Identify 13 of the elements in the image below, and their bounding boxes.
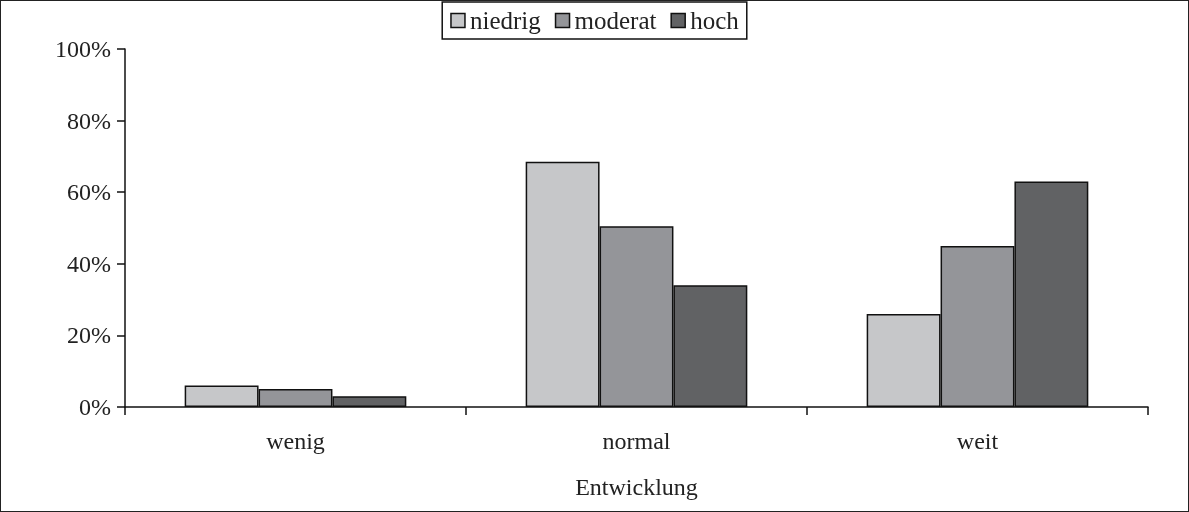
legend-label: niedrig [469,7,542,34]
x-axis-title: Entwicklung [575,474,698,500]
y-tick-label: 80% [67,107,111,134]
x-tick-label: wenig [266,428,325,454]
legend-label: moderat [574,7,657,34]
y-tick-label: 20% [67,322,111,349]
legend-label: hoch [690,7,740,34]
y-tick-label: 40% [67,250,111,277]
y-tick-label: 60% [67,179,111,206]
x-tick-label: normal [602,428,671,454]
x-tick-label: weit [956,428,999,454]
y-tick-label: 100% [55,36,111,62]
y-tick-label: 0% [79,394,111,420]
